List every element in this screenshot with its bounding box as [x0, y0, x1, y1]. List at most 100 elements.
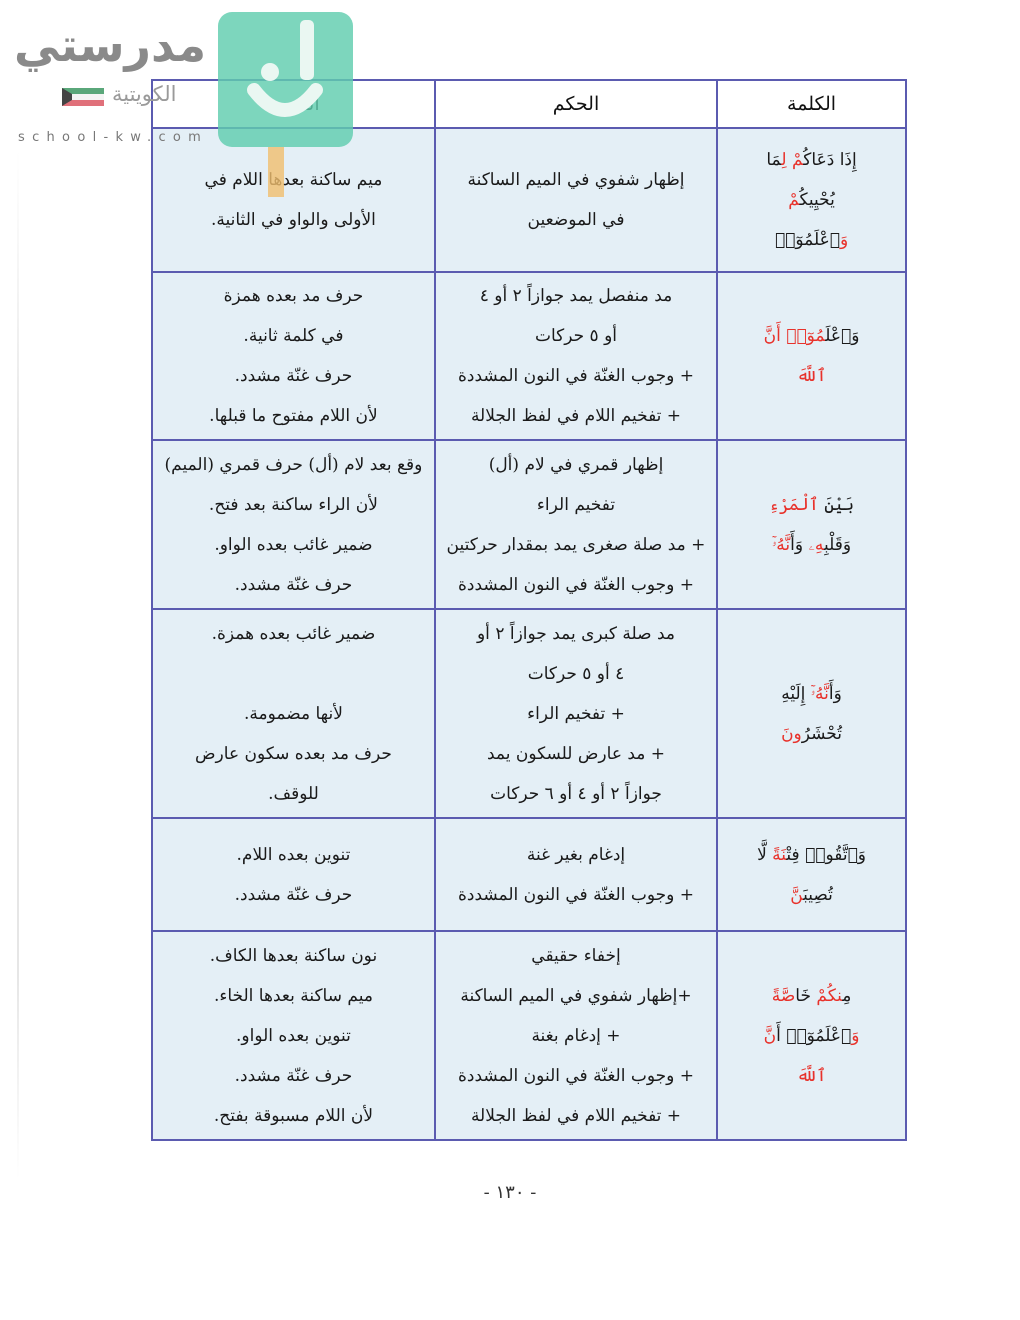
word-text: وَٱتَّقُوا۟ فِتْ: [786, 844, 867, 865]
table-row: وَأَنَّهُۥٓ إِلَيْهِ تُحْشَرُونَ مد صلة كب…: [151, 608, 907, 819]
highlighted-letters: هِۦ: [808, 534, 825, 555]
reason-line: حرف مد بعده همزة: [223, 286, 364, 306]
rule-line: إظهار شفوي في الميم الساكنة: [467, 170, 685, 190]
reason-line: حرف غنّة مشدد.: [234, 366, 353, 386]
rule-line: تفخيم الراء: [536, 494, 616, 515]
reason-line: في كلمة ثانية.: [243, 326, 344, 346]
highlighted-letters: مُوٓا۟: [786, 326, 826, 346]
cell-word: وَأَنَّهُۥٓ إِلَيْهِ تُحْشَرُونَ: [716, 608, 907, 819]
cell-reason: ضمير غائب بعده همزة. لأنها مضمومة. حرف مد …: [151, 608, 436, 819]
word-text: خَا: [795, 985, 817, 1006]
word-line: ٱللَّهَ: [724, 1056, 899, 1096]
rule-line: + تفخيم اللام في لفظ الجلالة: [470, 406, 682, 426]
reason-line: ضمير غائب بعده الواو.: [214, 534, 373, 555]
word-line: تُصِيبَنَّ: [724, 875, 899, 915]
rule-line: إدغام بغير غنة: [526, 844, 626, 865]
cell-rule: إخفاء حقيقي +إظهار شفوي في الميم الساكنة +…: [433, 930, 719, 1141]
highlighted-letters: ٱلْمَرْءِ: [768, 494, 819, 515]
highlighted-letters: ونَ: [781, 723, 802, 744]
word-line: بَيْنَ ٱلْمَرْءِ: [724, 485, 899, 525]
cell-word: وَٱعْلَمُوٓا۟ أَنَّ ٱللَّهَ: [716, 271, 907, 441]
reason-line: الأولى والواو في الثانية.: [211, 210, 376, 230]
reason-line: حرف غنّة مشدد.: [234, 884, 353, 905]
cell-rule: إظهار شفوي في الميم الساكنة في الموضعين: [433, 127, 719, 273]
word-line: تُحْشَرُونَ: [724, 714, 899, 754]
word-text: مِ: [842, 985, 852, 1006]
table-row: مِنكُمْ خَاصَّةً وَٱعْلَمُوٓا۟ أَنَّ ٱللَّ…: [151, 930, 907, 1141]
rule-line: إخفاء حقيقي: [531, 945, 621, 966]
reason-line: نون ساكنة بعدها الكاف.: [209, 945, 378, 966]
rule-line: أو ٥ حركات: [534, 326, 618, 346]
highlighted-letters: نَّ: [763, 1025, 777, 1046]
rule-line: إظهار قمري في لام (أل): [488, 454, 664, 475]
table-row: وَٱتَّقُوا۟ فِتْنَةً لَّا تُصِيبَنَّ إدغام…: [151, 817, 907, 932]
watermark-url: school-kw.com: [18, 130, 209, 145]
watermark-badge-icon: [218, 12, 353, 147]
reason-line: لأن الراء ساكنة بعد فتح.: [208, 494, 378, 515]
word-text: بَيْنَ: [818, 494, 855, 515]
cell-reason: حرف مد بعده همزة في كلمة ثانية. حرف غنّة م…: [151, 271, 436, 441]
table-row: إِذَا دَعَاكُمْ لِمَا يُحْيِيكُمْ وَٱعْلَم…: [151, 127, 907, 273]
word-line: وَأَنَّهُۥٓ إِلَيْهِ: [724, 674, 899, 714]
word-text: تُحْشَرُ: [801, 723, 843, 744]
word-line: وَٱعْلَمُوٓا۟ أَنَّ: [724, 1016, 899, 1056]
rule-line: + وجوب الغنّة في النون المشددة: [457, 1065, 694, 1086]
rule-line: في الموضعين: [527, 210, 625, 230]
watermark-brand: مدرستي: [14, 18, 207, 72]
word-text: وَأَ: [790, 534, 809, 555]
word-line: يُحْيِيكُمْ: [724, 180, 899, 220]
reason-line: [159, 654, 428, 694]
highlighted-letters: مْ: [791, 150, 804, 170]
rule-line: + تفخيم اللام في لفظ الجلالة: [470, 1105, 682, 1126]
highlighted-letters: نَةً: [772, 844, 787, 865]
rule-line: +إظهار شفوي في الميم الساكنة: [460, 985, 692, 1006]
scan-edge-shadow: [17, 150, 19, 1180]
word-line: ٱللَّهَ: [724, 356, 899, 396]
table-row: وَٱعْلَمُوٓا۟ أَنَّ ٱللَّهَ مد منفصل يمد ج…: [151, 271, 907, 441]
cell-reason: نون ساكنة بعدها الكاف. ميم ساكنة بعدها ال…: [151, 930, 436, 1141]
word-line: مِنكُمْ خَاصَّةً: [724, 976, 899, 1016]
cell-reason: وقع بعد لام (أل) حرف قمري (الميم) لأن الر…: [151, 439, 436, 610]
reason-line: وقع بعد لام (أل) حرف قمري (الميم): [164, 454, 423, 475]
word-text: يُحْيِيكُ: [799, 190, 835, 210]
highlighted-letters: نَّهُۥٓ: [771, 534, 791, 555]
reason-line: حرف مد بعده سكون عارض: [195, 743, 392, 764]
word-text: مَا: [766, 150, 782, 170]
reason-line: لأن اللام مسبوقة بفتح.: [213, 1105, 374, 1126]
watermark-stick: [268, 147, 284, 197]
highlighted-letters: نَّهُۥٓ: [810, 683, 829, 704]
header-rule: الحكم: [433, 79, 719, 129]
cell-word: إِذَا دَعَاكُمْ لِمَا يُحْيِيكُمْ وَٱعْلَم…: [716, 127, 907, 273]
reason-line: ميم ساكنة بعدها الخاء.: [213, 985, 373, 1006]
cell-rule: مد منفصل يمد جوازاً ٢ أو ٤ أو ٥ حركات + وج…: [433, 271, 719, 441]
highlighted-letters: أَنَّ: [763, 326, 787, 346]
highlighted-letters: نكُمْ: [816, 985, 843, 1006]
word-line: إِذَا دَعَاكُمْ لِمَا: [724, 140, 899, 180]
highlighted-letters: نَّ: [790, 884, 804, 905]
word-line: وَٱعْلَمُوٓا۟ أَنَّ: [724, 316, 899, 356]
word-text: لَّا: [757, 844, 773, 865]
kuwait-flag-icon: [62, 88, 104, 106]
highlighted-letters: وَ: [839, 230, 849, 250]
highlighted-letters: صَّةً: [771, 985, 796, 1006]
page-number: - ١٣٠ -: [483, 1182, 537, 1203]
highlighted-letters: لِ: [781, 150, 792, 170]
watermark-country: الكويتية: [112, 82, 177, 106]
cell-rule: إدغام بغير غنة + وجوب الغنّة في النون الم…: [433, 817, 719, 932]
word-text: وَأَ: [828, 683, 842, 704]
header-word: الكلمة: [716, 79, 907, 129]
reason-line: ضمير غائب بعده همزة.: [211, 623, 376, 644]
highlighted-letters: ٱللَّهَ: [796, 1065, 827, 1086]
highlighted-letters: وَ: [851, 1025, 860, 1046]
reason-line: لأنها مضمومة.: [243, 703, 343, 724]
word-text: ٱعْلَمُوٓا۟ أَ: [776, 1025, 852, 1046]
word-text: إِذَا دَعَاكُ: [803, 150, 857, 170]
word-line: وَقَلْبِهِۦ وَأَنَّهُۥٓ: [724, 525, 899, 565]
tajweed-table: الكلمة الحكم السبب إِذَا دَعَاكُمْ لِمَا…: [151, 79, 907, 1141]
reason-line: حرف غنّة مشدد.: [234, 574, 353, 595]
reason-line: تنوين بعده اللام.: [236, 844, 351, 865]
cell-rule: إظهار قمري في لام (أل) تفخيم الراء + مد صل…: [433, 439, 719, 610]
rule-line: مد منفصل يمد جوازاً ٢ أو ٤: [479, 286, 673, 306]
word-text: تُصِيبَ: [803, 884, 833, 905]
rule-line: + مد صلة صغرى يمد بمقدار حركتين: [446, 534, 706, 555]
